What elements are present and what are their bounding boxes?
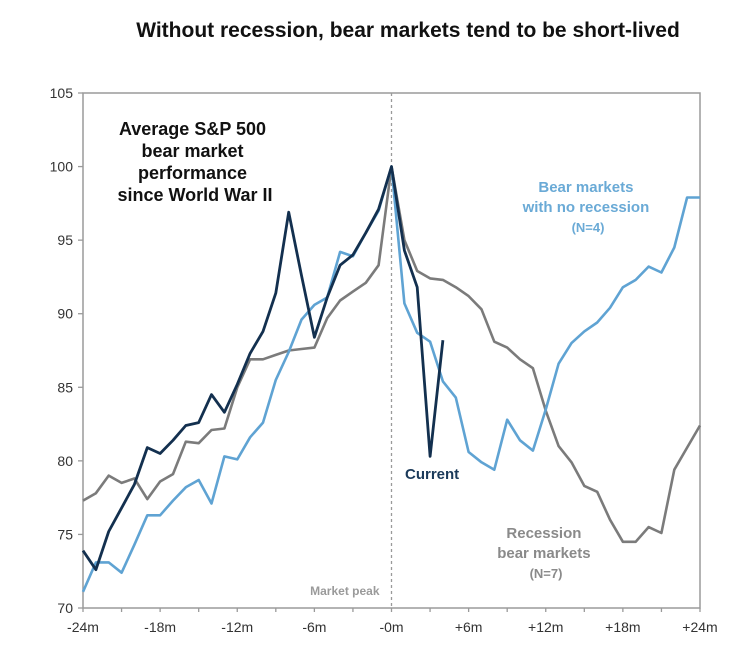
annotation-average-line: Average S&P 500 bbox=[119, 119, 266, 139]
annotation-recession: Recession bear markets (N=7) bbox=[497, 525, 595, 581]
x-tick-label: +6m bbox=[455, 619, 483, 635]
series-layer bbox=[81, 165, 702, 593]
chart-title: Without recession, bear markets tend to … bbox=[136, 19, 680, 42]
series-bear-markets-with-no-recession-n-4 bbox=[81, 165, 701, 593]
annotation-recession-line: (N=7) bbox=[530, 566, 563, 581]
x-tick-label: -12m bbox=[221, 619, 253, 635]
y-tick-label: 105 bbox=[50, 85, 74, 101]
y-tick-label: 70 bbox=[57, 600, 73, 616]
annotation-current: Current bbox=[405, 466, 459, 483]
series-line bbox=[81, 165, 700, 593]
y-tick-label: 100 bbox=[50, 159, 74, 175]
series-current bbox=[81, 165, 445, 572]
x-tick-label: -0m bbox=[379, 619, 403, 635]
annotation-average-line: performance bbox=[138, 163, 247, 183]
annotation-no-recession: Bear markets with no recession (N=4) bbox=[522, 179, 654, 235]
y-axis: 70 75 80 85 90 95 100 105 bbox=[50, 85, 83, 616]
annotation-no-recession-line: (N=4) bbox=[572, 220, 605, 235]
annotation-average-line: since World War II bbox=[117, 185, 272, 205]
x-axis: -24m -18m -12m -6m -0m +6m +12m +18m +24m bbox=[67, 608, 718, 635]
annotation-recession-line: Recession bbox=[506, 525, 581, 542]
annotation-average-line: bear market bbox=[141, 141, 243, 161]
annotation-average: Average S&P 500 bear market performance … bbox=[117, 119, 272, 205]
y-tick-label: 75 bbox=[57, 526, 73, 542]
series-line bbox=[81, 165, 445, 572]
y-tick-label: 80 bbox=[57, 453, 73, 469]
x-tick-label: +12m bbox=[528, 619, 563, 635]
y-tick-label: 85 bbox=[57, 379, 73, 395]
x-tick-label: -24m bbox=[67, 619, 99, 635]
x-tick-label: +24m bbox=[682, 619, 717, 635]
market-peak-label: Market peak bbox=[310, 584, 380, 598]
x-tick-label: -18m bbox=[144, 619, 176, 635]
x-tick-label: -6m bbox=[302, 619, 326, 635]
annotation-recession-line: bear markets bbox=[497, 545, 590, 562]
y-tick-label: 90 bbox=[57, 306, 73, 322]
annotation-no-recession-line: Bear markets bbox=[538, 179, 633, 196]
x-tick-label: +18m bbox=[605, 619, 640, 635]
y-tick-label: 95 bbox=[57, 232, 73, 248]
annotation-no-recession-line: with no recession bbox=[522, 199, 650, 216]
